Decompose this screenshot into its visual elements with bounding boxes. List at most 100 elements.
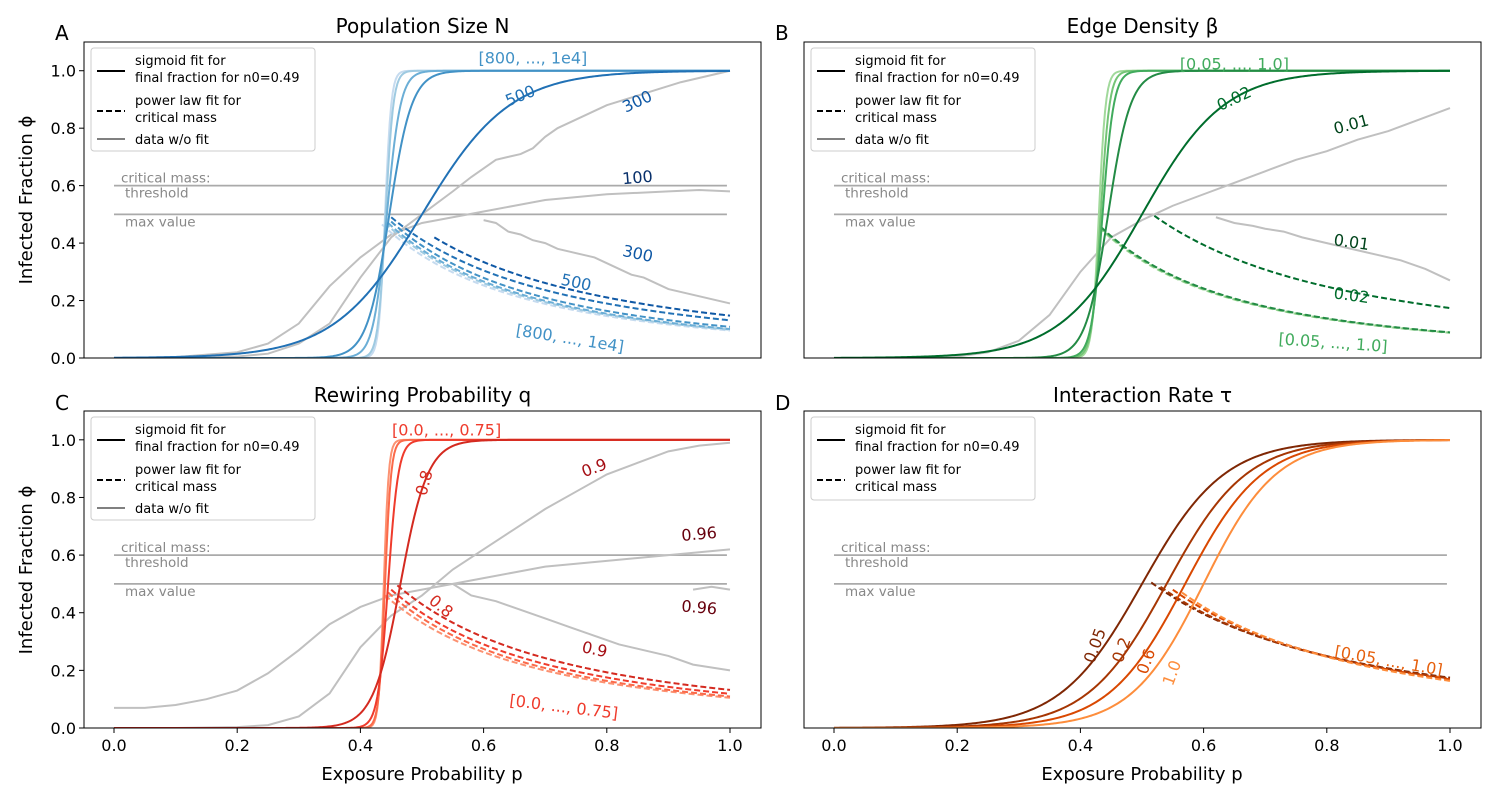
legend-power-label: power law fit for (855, 463, 962, 478)
series-sigmoid-1e4 (114, 69, 730, 358)
series-label: [800, ..., 1e4] (515, 320, 625, 356)
series-power-0-8 (396, 584, 731, 691)
y-tick-label: 0.4 (51, 234, 76, 253)
y-tick-label: 0.4 (51, 604, 76, 623)
series-power-0-0 (384, 594, 731, 699)
legend-box (90, 47, 316, 152)
series-power-500 (390, 216, 731, 322)
legend-power-label: power law fit for (135, 463, 242, 478)
legend-power-label-2: critical mass (855, 480, 937, 495)
threshold-label: threshold (125, 186, 189, 202)
y-tick-label: 1.0 (51, 62, 76, 81)
series-label: 0.9 (579, 454, 609, 481)
series-label: 0.02 (1333, 283, 1371, 307)
x-tick-label: 0.4 (348, 736, 373, 755)
panel-title: Rewiring Probability q (314, 383, 532, 407)
legend-sigmoid-label: sigmoid fit for (135, 54, 226, 69)
legend-box (810, 416, 1036, 501)
x-tick-label: 0.4 (1068, 736, 1093, 755)
series-data-0-96 (114, 548, 731, 709)
reference-lines: critical mass:threshold max value (834, 540, 1447, 600)
series-label: 300 (621, 241, 655, 266)
critical-mass-label: critical mass: (841, 171, 931, 187)
legend-sigmoid-label: sigmoid fit for (855, 54, 946, 69)
y-axis-title-bottom: Infected Fraction ϕ (16, 486, 37, 655)
panel-title: Edge Density β (1067, 14, 1219, 38)
series-sigmoid-0-05 (833, 438, 1450, 728)
series-label: 0.96 (681, 596, 718, 618)
x-tick-label: 0.6 (1191, 736, 1216, 755)
critical-mass-label: critical mass: (121, 540, 211, 556)
series-power-0-5 (1099, 226, 1451, 334)
legend-box (90, 416, 316, 521)
legend-power-label-2: critical mass (855, 111, 937, 126)
plot-frame (803, 410, 1482, 729)
series-sigmoid-0-05 (834, 69, 1450, 358)
x-ticks: 0.0 0.2 0.4 0.6 0.8 1.0 (821, 728, 1463, 755)
legend-box (810, 47, 1036, 152)
series-data-0-96 (452, 583, 731, 672)
x-tick-label: 0.8 (594, 736, 619, 755)
panel-title: Population Size N (336, 14, 510, 38)
series-power-0-05 (1100, 226, 1451, 334)
panel-letter: A (55, 21, 69, 45)
y-tick-label: 0.2 (51, 661, 76, 680)
series-label: 0.2 (1108, 635, 1135, 665)
legend-power-label: power law fit for (135, 94, 242, 109)
legend-sigmoid-label-2: final fraction for n0=0.49 (135, 440, 300, 455)
series-group (834, 69, 1451, 358)
series-label: 0.01 (1332, 111, 1371, 139)
series-label: [0.05, ..., 1.0] (1333, 642, 1444, 680)
max-value-label: max value (125, 584, 196, 600)
series-label: 0.96 (681, 523, 718, 545)
panel-letter: B (775, 21, 789, 45)
series-label: [0.05, ..., 1.0] (1278, 329, 1388, 356)
series-label: 0.8 (412, 468, 437, 498)
max-value-label: max value (125, 214, 196, 230)
series-label: [800, ..., 1e4] (478, 49, 587, 68)
legend: sigmoid fit for final fraction for n0=0.4… (90, 416, 316, 521)
legend-sigmoid-label: sigmoid fit for (855, 423, 946, 438)
x-tick-label: 1.0 (1437, 736, 1462, 755)
series-power-0-25 (387, 591, 731, 698)
series-power-300 (433, 236, 731, 317)
y-tick-label: 0.6 (51, 546, 76, 565)
series-labels: [0.05, ..., 1.0] 0.02 0.01 0.01 0.02 [0.05, .… (1180, 54, 1388, 355)
series-label: [0.0, ..., 0.75] (392, 421, 501, 440)
max-value-label: max value (845, 584, 916, 600)
plot-frame (83, 410, 762, 729)
series-power-0-75 (390, 588, 731, 695)
y-tick-label: 0.0 (51, 349, 76, 368)
series-power-1e4 (390, 220, 731, 328)
series-power-1-0 (1181, 591, 1451, 682)
x-tick-label: 0.6 (471, 736, 496, 755)
plot-frame (83, 41, 762, 359)
series-group (114, 438, 731, 728)
y-tick-label: 0.2 (51, 292, 76, 311)
y-tick-label: 0.8 (51, 488, 76, 507)
y-ticks: 0.0 0.2 0.4 0.6 0.8 1.0 (51, 431, 84, 738)
x-tick-label: 0.2 (224, 736, 249, 755)
y-tick-label: 0.0 (51, 719, 76, 738)
series-label: [0.0, ..., 0.75] (508, 691, 619, 723)
panel-letter: D (775, 391, 790, 415)
series-data-300 (114, 69, 731, 358)
series-label: 100 (621, 167, 653, 189)
legend-power-label: power law fit for (855, 94, 962, 109)
series-power-1-0 (1098, 226, 1451, 334)
panel-title: Interaction Rate τ (1053, 383, 1232, 407)
legend-sigmoid-label-2: final fraction for n0=0.49 (135, 71, 300, 86)
legend: sigmoid fit for final fraction for n0=0.4… (90, 47, 316, 152)
reference-lines: critical mass:threshold max value (834, 171, 1447, 230)
legend-sigmoid-label-2: final fraction for n0=0.49 (855, 440, 1020, 455)
y-tick-label: 0.6 (51, 177, 76, 196)
series-label: 1.0 (1159, 658, 1186, 688)
legend: sigmoid fit for final fraction for n0=0.4… (810, 416, 1036, 501)
max-value-label: max value (845, 214, 916, 230)
series-label: 0.6 (1133, 646, 1160, 676)
